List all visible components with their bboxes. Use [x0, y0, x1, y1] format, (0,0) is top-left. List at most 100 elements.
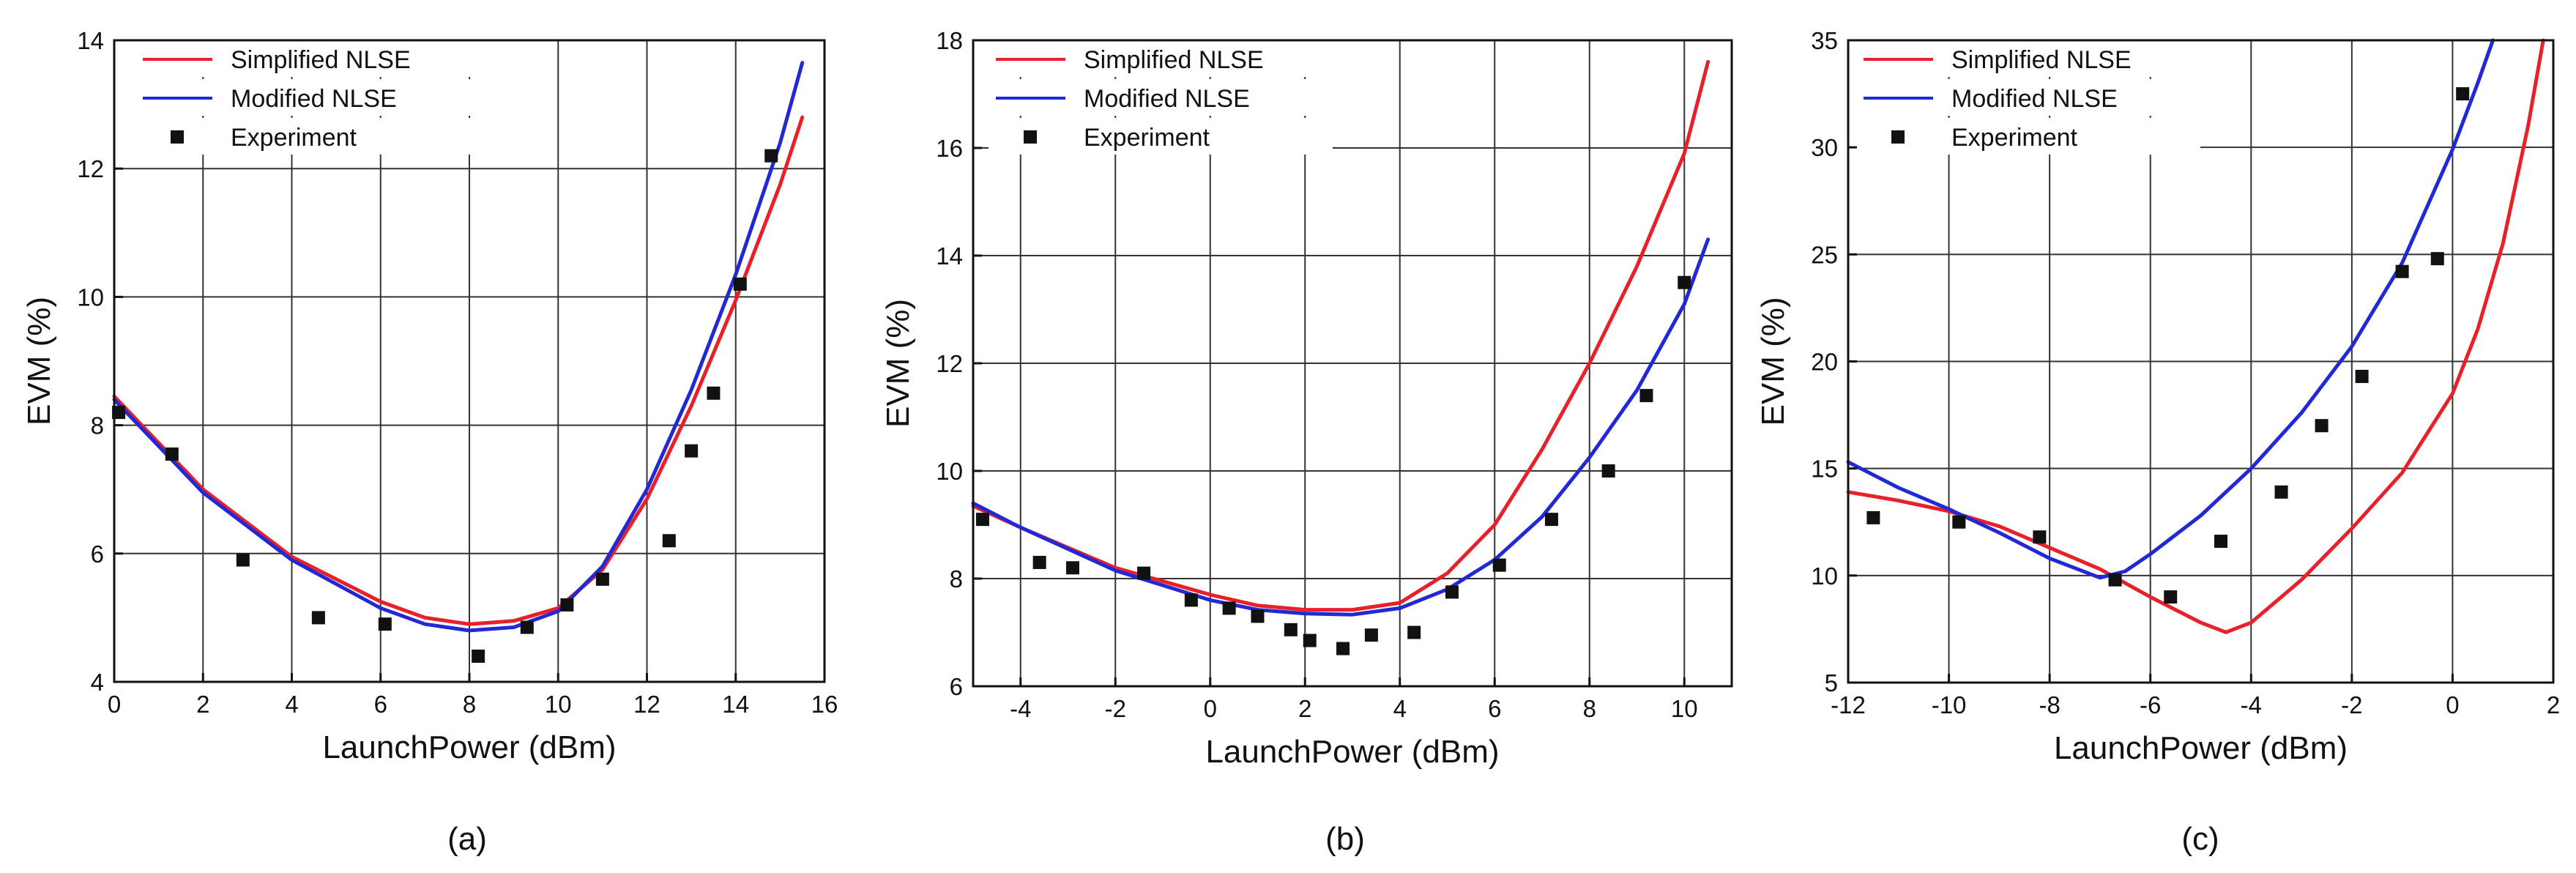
data-point-experiment: [1492, 558, 1506, 572]
data-point-experiment: [1544, 513, 1558, 527]
data-point-experiment: [1336, 642, 1350, 655]
x-tick-label: 16: [811, 691, 838, 718]
y-tick-label: 10: [936, 458, 963, 485]
y-tick-label: 14: [936, 242, 963, 270]
y-tick-label: 8: [91, 412, 104, 439]
y-tick-label: 5: [1825, 669, 1838, 696]
data-point-experiment: [236, 553, 250, 567]
legend-label: Experiment: [231, 124, 357, 152]
legend-swatch-experiment: [1024, 130, 1037, 144]
x-tick-label: 2: [1298, 695, 1311, 722]
data-point-experiment: [2395, 264, 2409, 278]
legend-label: Experiment: [1951, 124, 2078, 152]
legend-label: Simplified NLSE: [231, 46, 411, 74]
legend-swatch-experiment: [171, 130, 184, 144]
data-point-experiment: [595, 572, 609, 586]
data-point-experiment: [1137, 566, 1151, 580]
x-tick-label: 2: [2547, 691, 2560, 718]
x-tick-label: -6: [2140, 691, 2161, 718]
series-line-modified: [112, 61, 805, 633]
y-tick-label: 12: [936, 350, 963, 377]
data-point-experiment: [1065, 561, 1079, 575]
y-axis-title: EVM (%): [1755, 297, 1791, 426]
data-point-experiment: [2214, 535, 2228, 549]
legend-label: Simplified NLSE: [1084, 46, 1264, 74]
y-axis-title: EVM (%): [21, 297, 57, 426]
panel-label: (b): [1325, 821, 1365, 857]
x-tick-label: 12: [633, 691, 660, 718]
x-axis-title: LaunchPower (dBm): [1205, 734, 1499, 770]
chart-panel-1: Simplified NLSE Modified NLSE Experiment 0 2…: [21, 27, 838, 857]
data-point-experiment: [975, 513, 989, 527]
x-tick-label: 0: [2446, 691, 2459, 718]
x-tick-label: 0: [1204, 695, 1217, 722]
x-tick-label: -12: [1831, 691, 1866, 718]
data-point-experiment: [2456, 87, 2470, 101]
legend: Simplified NLSE Modified NLSE Experiment: [135, 40, 480, 155]
data-point-experiment: [1952, 515, 1966, 529]
series-line-simplified: [112, 115, 805, 626]
y-tick-label: 8: [950, 565, 963, 592]
x-tick-label: -10: [1932, 691, 1967, 718]
x-tick-label: 10: [545, 691, 572, 718]
y-tick-label: 10: [1811, 562, 1838, 590]
data-point-experiment: [1284, 623, 1298, 636]
x-tick-label: 8: [1583, 695, 1596, 722]
data-point-experiment: [1184, 593, 1198, 607]
data-point-experiment: [1445, 585, 1459, 599]
data-point-experiment: [2033, 530, 2047, 544]
y-tick-label: 15: [1811, 456, 1838, 483]
data-point-experiment: [1303, 634, 1317, 647]
data-point-experiment: [764, 149, 778, 163]
series-line-modified: [971, 237, 1710, 617]
series-line-modified: [1846, 38, 2495, 580]
legend-backdrop: [989, 118, 1333, 155]
data-point-experiment: [2108, 573, 2122, 587]
data-point-experiment: [2430, 252, 2444, 266]
legend-label: Modified NLSE: [1084, 85, 1250, 113]
y-tick-label: 6: [950, 673, 963, 700]
y-tick-label: 10: [77, 283, 104, 311]
data-point-experiment: [1407, 625, 1421, 639]
data-point-experiment: [378, 617, 392, 631]
y-tick-label: 25: [1811, 241, 1838, 268]
data-point-experiment: [311, 611, 325, 625]
legend: Simplified NLSE Modified NLSE Experiment: [989, 40, 1333, 155]
data-point-experiment: [1251, 609, 1265, 623]
y-tick-label: 16: [936, 135, 963, 162]
legend-label: Modified NLSE: [1951, 85, 2118, 113]
y-tick-label: 18: [936, 27, 963, 54]
data-point-experiment: [662, 534, 676, 548]
data-point-experiment: [1639, 389, 1653, 403]
y-axis-title: EVM (%): [880, 299, 916, 428]
x-tick-label: -4: [2241, 691, 2262, 718]
y-tick-label: 6: [91, 540, 104, 568]
y-tick-label: 12: [77, 155, 104, 182]
legend-backdrop: [1856, 118, 2200, 155]
x-tick-label: 8: [463, 691, 476, 718]
data-point-experiment: [1032, 555, 1046, 569]
x-tick-label: 14: [722, 691, 749, 718]
data-point-experiment: [1866, 510, 1880, 524]
x-tick-label: 10: [1671, 695, 1698, 722]
data-point-experiment: [2315, 419, 2329, 433]
data-point-experiment: [707, 386, 721, 400]
y-tick-label: 14: [77, 27, 104, 54]
x-tick-label: 0: [108, 691, 121, 718]
x-tick-label: 6: [374, 691, 387, 718]
data-point-experiment: [2274, 485, 2288, 499]
data-point-experiment: [733, 277, 747, 291]
y-tick-label: 4: [91, 669, 104, 696]
chart-panel-2: Simplified NLSE Modified NLSE Experiment -4…: [880, 27, 1733, 857]
chart-panel-3: Simplified NLSE Modified NLSE Experiment -1…: [1755, 27, 2560, 857]
x-axis-title: LaunchPower (dBm): [322, 729, 616, 765]
x-tick-label: -8: [2039, 691, 2060, 718]
series-line-simplified: [1846, 38, 2545, 634]
legend: Simplified NLSE Modified NLSE Experiment: [1856, 40, 2200, 155]
x-tick-label: -2: [1105, 695, 1126, 722]
data-point-experiment: [472, 649, 485, 663]
data-point-experiment: [1601, 464, 1615, 478]
data-point-experiment: [1222, 601, 1236, 615]
data-point-experiment: [520, 620, 534, 634]
